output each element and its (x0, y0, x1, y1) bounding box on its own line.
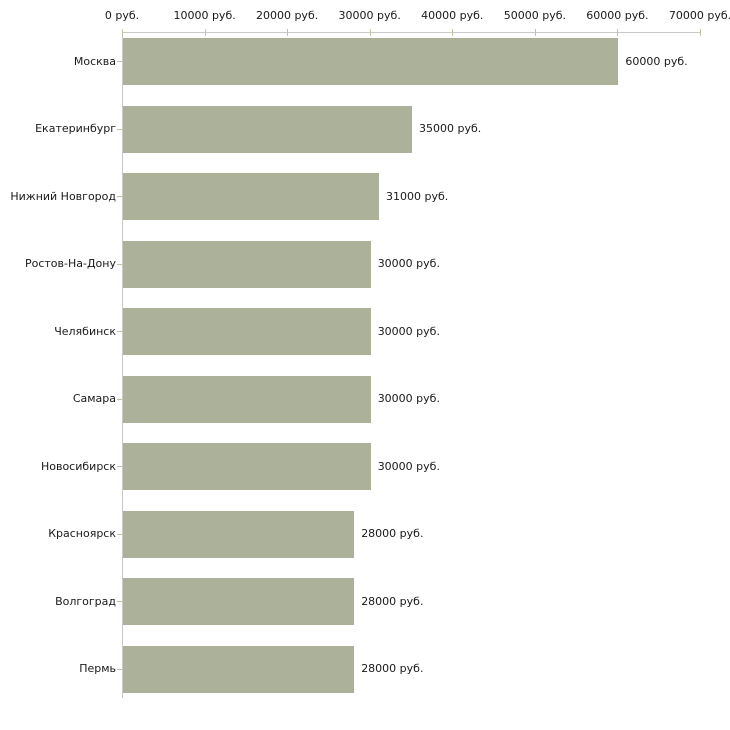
bar (123, 375, 371, 423)
category-label: Челябинск (54, 324, 116, 338)
y-tick-mark (117, 128, 122, 130)
x-tick-label: 50000 руб. (503, 9, 567, 22)
category-label: Нижний Новгород (10, 189, 116, 203)
value-label: 28000 руб. (361, 662, 424, 675)
value-label: 30000 руб. (377, 257, 440, 270)
x-tick-label: 40000 руб. (421, 9, 484, 22)
x-tick-label: 10000 руб. (173, 9, 236, 22)
x-tick-mark (369, 29, 371, 36)
bar (123, 308, 371, 355)
category-label: Москва (73, 54, 116, 68)
x-tick-label: 70000 руб. (668, 9, 730, 22)
y-tick-mark (117, 533, 122, 535)
bar (123, 173, 379, 220)
category-label: Самара (72, 392, 116, 405)
y-tick-mark (117, 331, 122, 332)
bar (123, 38, 619, 85)
category-label: Екатеринбург (35, 122, 116, 135)
x-tick-mark (700, 29, 701, 36)
value-label: 35000 руб. (419, 122, 482, 135)
y-tick-mark (117, 263, 122, 265)
y-axis-line (122, 32, 123, 698)
x-axis-line (122, 32, 701, 33)
bar (123, 105, 412, 153)
category-label: Пермь (79, 662, 116, 675)
x-tick-label: 0 руб. (104, 9, 140, 22)
value-label: 31000 руб. (386, 189, 449, 203)
category-label: Новосибирск (40, 459, 116, 473)
x-tick-label: 20000 руб. (255, 9, 319, 22)
y-tick-mark (117, 398, 122, 400)
bar (123, 578, 355, 625)
bar (123, 240, 371, 288)
bar (123, 510, 355, 558)
x-tick-mark (534, 29, 536, 36)
x-tick-mark (204, 29, 206, 36)
x-tick-mark (122, 29, 123, 36)
value-label: 30000 руб. (377, 392, 440, 405)
x-tick-mark (452, 29, 454, 36)
bar (123, 443, 371, 490)
y-tick-mark (117, 668, 122, 670)
category-label: Волгоград (55, 594, 116, 608)
value-label: 30000 руб. (377, 459, 440, 473)
y-tick-mark (117, 466, 122, 467)
x-tick-mark (617, 29, 619, 36)
y-tick-mark (117, 196, 122, 197)
y-tick-mark (117, 601, 122, 602)
category-label: Ростов-На-Дону (24, 257, 116, 270)
category-label: Красноярск (48, 527, 116, 540)
x-tick-label: 30000 руб. (338, 9, 401, 22)
x-tick-label: 60000 руб. (586, 9, 649, 22)
value-label: 28000 руб. (361, 527, 424, 540)
y-tick-mark (117, 61, 122, 62)
x-tick-mark (287, 29, 289, 36)
value-label: 30000 руб. (377, 324, 440, 338)
bar (123, 645, 355, 693)
value-label: 60000 руб. (625, 54, 688, 68)
value-label: 28000 руб. (361, 594, 424, 608)
